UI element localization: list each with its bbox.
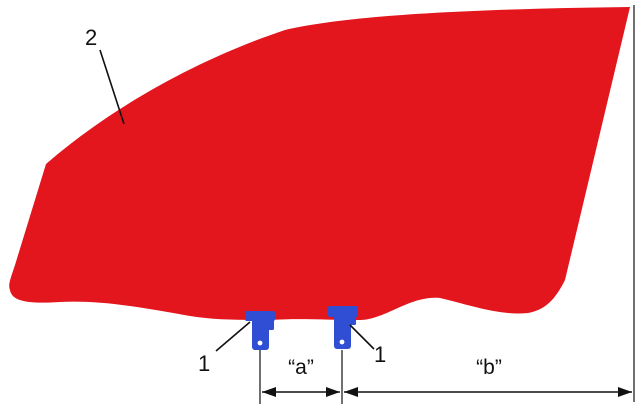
leader-bracket-right — [349, 324, 375, 350]
arrowhead-icon — [344, 387, 358, 397]
bracket-left-lug — [266, 320, 274, 330]
callout-bracket-left: 1 — [198, 351, 210, 376]
bracket-right-lug — [348, 315, 356, 325]
bracket-right-stem — [334, 313, 351, 349]
bracket-left-stem — [252, 318, 269, 350]
arrowhead-icon — [262, 387, 276, 397]
arrowhead-icon — [618, 387, 632, 397]
callout-bracket-right: 1 — [374, 342, 386, 367]
bracket-right-hole — [339, 339, 345, 345]
leader-bracket-left — [215, 321, 251, 352]
dimension-b-label: “b” — [476, 356, 502, 379]
dimension-b: “b” — [344, 356, 632, 397]
dimension-a: “a” — [262, 356, 340, 397]
bracket-right — [328, 306, 358, 349]
callout-glass: 2 — [85, 25, 97, 50]
bracket-left-hole — [257, 340, 263, 346]
door-window-glass — [9, 7, 631, 320]
bracket-left — [245, 311, 275, 350]
leader-glass — [99, 49, 125, 125]
arrowhead-icon — [326, 387, 340, 397]
dimension-a-label: “a” — [288, 356, 314, 379]
